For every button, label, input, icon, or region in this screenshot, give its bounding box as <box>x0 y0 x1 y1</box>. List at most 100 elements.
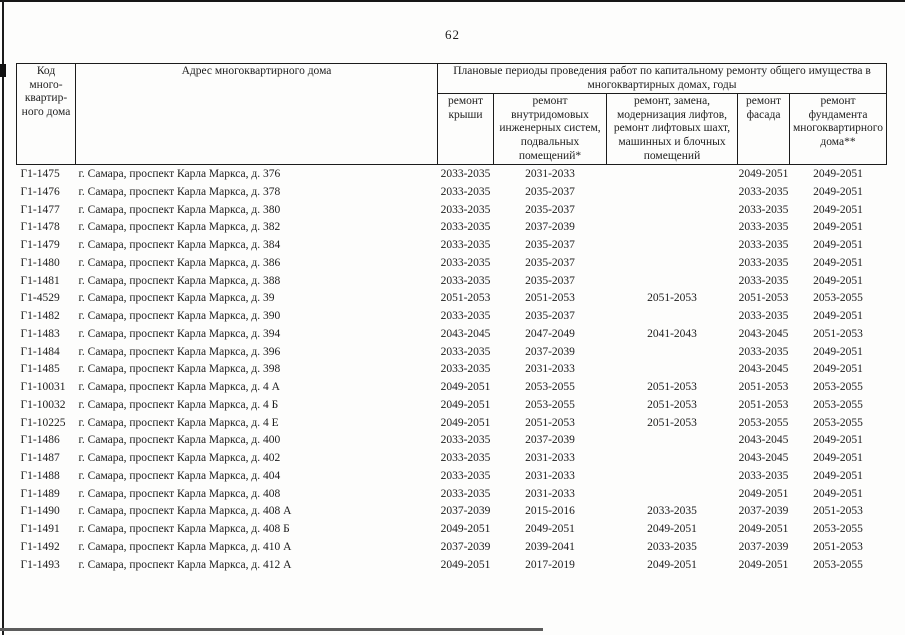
cell-building-code: Г1-1484 <box>20 345 60 358</box>
cell-address: г. Самара, проспект Карла Маркса, д. 380 <box>78 203 281 216</box>
cell-building-code: Г1-1476 <box>20 185 60 198</box>
cell-address: г. Самара, проспект Карла Маркса, д. 384 <box>78 239 281 252</box>
table-row: Г1-1492 г. Самара, проспект Карла Маркса,… <box>17 538 887 556</box>
cell-address: г. Самара, проспект Карла Маркса, д. 410… <box>78 540 292 553</box>
cell-elevator-period <box>607 254 738 272</box>
header-foundation-repair: ремонт фундамента многоквартирного дома*… <box>788 93 888 166</box>
cell-foundation-period: 2053-2055 <box>813 398 863 411</box>
cell-building-code: Г1-1477 <box>20 203 60 216</box>
cell-elevator-period: 2033-2035 <box>647 505 697 518</box>
cell-elevator-period: 2049-2051 <box>647 523 697 536</box>
cell-systems-period: 2031-2033 <box>525 168 575 181</box>
cell-roof-period: 2037-2039 <box>440 540 491 553</box>
cell-systems-period: 2037-2039 <box>525 221 575 234</box>
cell-foundation-period: 2053-2055 <box>813 416 863 429</box>
table-row: Г1-1477 г. Самара, проспект Карла Маркса,… <box>17 201 887 219</box>
cell-elevator-period <box>607 236 738 254</box>
cell-facade-period: 2033-2035 <box>738 203 789 216</box>
cell-address: г. Самара, проспект Карла Маркса, д. 412… <box>78 558 292 571</box>
cell-elevator-period <box>607 201 738 219</box>
cell-facade-period: 2037-2039 <box>738 540 789 553</box>
cell-roof-period: 2049-2051 <box>440 558 491 571</box>
cell-foundation-period: 2049-2051 <box>813 310 863 323</box>
cell-systems-period: 2035-2037 <box>525 310 575 323</box>
cell-address: г. Самара, проспект Карла Маркса, д. 4 А <box>78 381 280 394</box>
table-body: Г1-1475 г. Самара, проспект Карла Маркса,… <box>17 165 887 574</box>
header-elevator-repair: ремонт, замена, модернизация лифтов, рем… <box>606 93 738 166</box>
cell-systems-period: 2051-2053 <box>525 416 575 429</box>
cell-building-code: Г1-1486 <box>20 434 60 447</box>
table-row: Г1-1476 г. Самара, проспект Карла Маркса,… <box>17 183 887 201</box>
cell-systems-period: 2035-2037 <box>525 274 575 287</box>
cell-systems-period: 2049-2051 <box>525 523 575 536</box>
cell-address: г. Самара, проспект Карла Маркса, д. 398 <box>78 363 281 376</box>
cell-address: г. Самара, проспект Карла Маркса, д. 404 <box>78 469 281 482</box>
cell-roof-period: 2033-2035 <box>440 185 491 198</box>
cell-foundation-period: 2049-2051 <box>813 363 863 376</box>
table-row: Г1-1491 г. Самара, проспект Карла Маркса,… <box>17 520 887 538</box>
cell-systems-period: 2037-2039 <box>525 345 575 358</box>
table-row: Г1-1482 г. Самара, проспект Карла Маркса,… <box>17 307 887 325</box>
cell-roof-period: 2033-2035 <box>440 256 491 269</box>
cell-foundation-period: 2049-2051 <box>813 239 863 252</box>
cell-systems-period: 2031-2033 <box>525 452 575 465</box>
table-row: Г1-10225 г. Самара, проспект Карла Маркса… <box>17 414 887 432</box>
cell-elevator-period <box>607 449 738 467</box>
table-row: Г1-1490 г. Самара, проспект Карла Маркса,… <box>17 502 887 520</box>
cell-address: г. Самара, проспект Карла Маркса, д. 402 <box>78 452 281 465</box>
cell-building-code: Г1-1480 <box>20 256 60 269</box>
cell-elevator-period: 2041-2043 <box>647 327 697 340</box>
cell-roof-period: 2033-2035 <box>440 239 491 252</box>
cell-elevator-period <box>607 307 738 325</box>
table-row: Г1-1480 г. Самара, проспект Карла Маркса,… <box>17 254 887 272</box>
table-row: Г1-10032 г. Самара, проспект Карла Маркса… <box>17 396 887 414</box>
cell-roof-period: 2033-2035 <box>440 203 491 216</box>
cell-roof-period: 2033-2035 <box>440 487 491 500</box>
cell-elevator-period <box>607 343 738 361</box>
cell-roof-period: 2049-2051 <box>440 523 491 536</box>
cell-facade-period: 2049-2051 <box>738 487 789 500</box>
cell-facade-period: 2051-2053 <box>738 381 789 394</box>
scan-artifact-bottom-line <box>0 628 543 631</box>
table-header: Код много-квартир-ного дома Адрес многок… <box>16 62 888 166</box>
cell-address: г. Самара, проспект Карла Маркса, д. 408 <box>78 487 281 500</box>
header-group-row: Код много-квартир-ного дома Адрес многок… <box>16 62 888 166</box>
cell-systems-period: 2053-2055 <box>525 398 575 411</box>
cell-systems-period: 2031-2033 <box>525 469 575 482</box>
header-code-column: Код много-квартир-ного дома <box>16 62 76 166</box>
header-internal-systems-repair: ремонт внутридомовых инженерных систем, … <box>493 93 607 166</box>
scan-artifact-top-line <box>0 0 905 2</box>
cell-roof-period: 2051-2053 <box>440 292 491 305</box>
table-row: Г1-1487 г. Самара, проспект Карла Маркса,… <box>17 449 887 467</box>
table-row: Г1-1481 г. Самара, проспект Карла Маркса,… <box>17 272 887 290</box>
table-row: Г1-10031 г. Самара, проспект Карла Маркса… <box>17 378 887 396</box>
table-row: Г1-1488 г. Самара, проспект Карла Маркса,… <box>17 467 887 485</box>
cell-elevator-period <box>607 485 738 503</box>
table-row: Г1-1486 г. Самара, проспект Карла Маркса,… <box>17 431 887 449</box>
cell-foundation-period: 2049-2051 <box>813 274 863 287</box>
cell-roof-period: 2033-2035 <box>440 434 491 447</box>
cell-foundation-period: 2051-2053 <box>813 505 863 518</box>
table-row: Г1-4529 г. Самара, проспект Карла Маркса,… <box>17 289 887 307</box>
cell-building-code: Г1-1493 <box>20 558 60 571</box>
cell-roof-period: 2033-2035 <box>440 274 491 287</box>
cell-address: г. Самара, проспект Карла Маркса, д. 390 <box>78 310 281 323</box>
repair-schedule-table: Код много-квартир-ного дома Адрес многок… <box>16 62 888 574</box>
cell-address: г. Самара, проспект Карла Маркса, д. 386 <box>78 256 281 269</box>
cell-facade-period: 2043-2045 <box>738 327 789 340</box>
cell-systems-period: 2017-2019 <box>525 558 575 571</box>
cell-facade-period: 2033-2035 <box>738 274 789 287</box>
cell-systems-period: 2047-2049 <box>525 327 575 340</box>
cell-roof-period: 2049-2051 <box>440 416 491 429</box>
cell-address: г. Самара, проспект Карла Маркса, д. 382 <box>78 221 281 234</box>
cell-foundation-period: 2051-2053 <box>813 327 863 340</box>
cell-roof-period: 2033-2035 <box>440 221 491 234</box>
cell-elevator-period: 2049-2051 <box>647 558 697 571</box>
cell-address: г. Самара, проспект Карла Маркса, д. 396 <box>78 345 281 358</box>
cell-foundation-period: 2049-2051 <box>813 434 863 447</box>
cell-building-code: Г1-10031 <box>20 381 66 394</box>
cell-foundation-period: 2053-2055 <box>813 381 863 394</box>
cell-building-code: Г1-1492 <box>20 540 60 553</box>
cell-systems-period: 2051-2053 <box>525 292 575 305</box>
